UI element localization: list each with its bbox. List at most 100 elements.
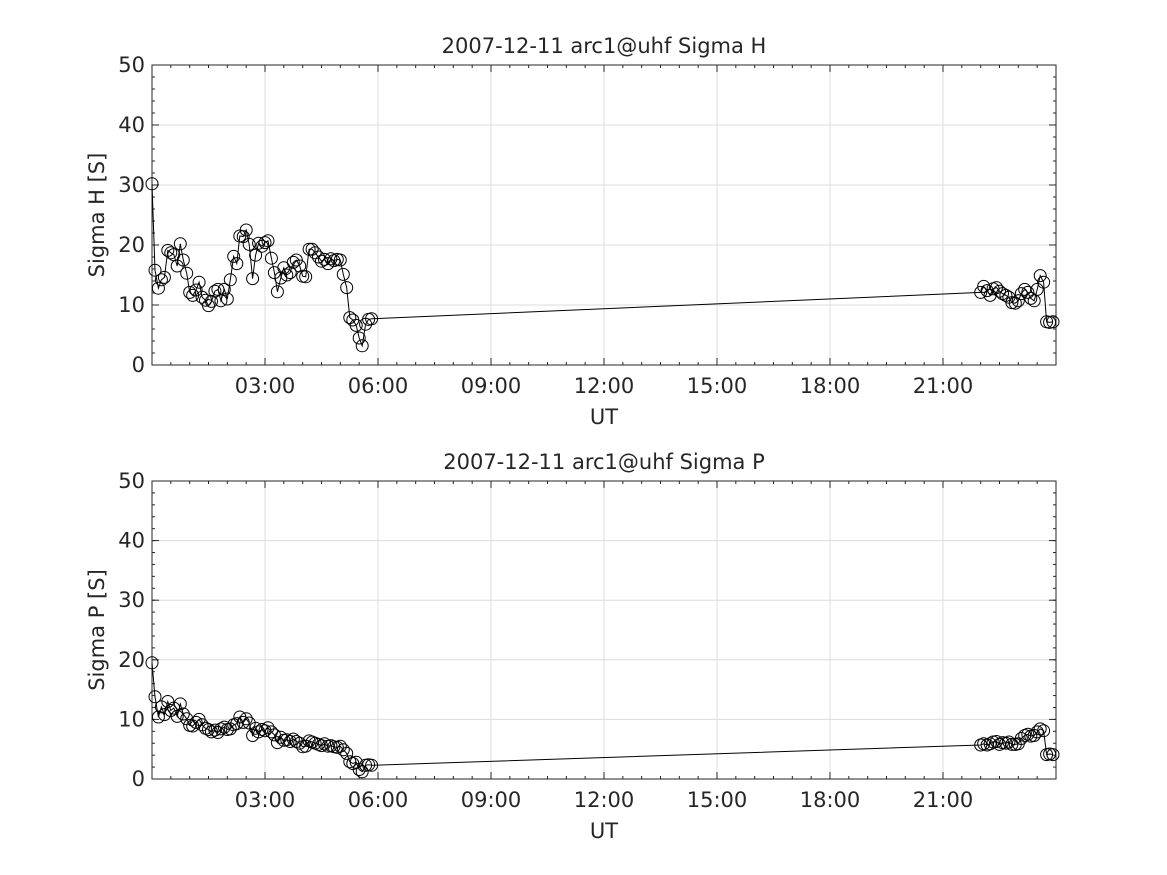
data-point	[312, 250, 325, 264]
data-point	[1014, 732, 1028, 745]
data-point	[336, 267, 350, 281]
data-point	[223, 273, 237, 287]
x-tick-label: 06:00	[348, 374, 409, 398]
x-tick-label: 18:00	[800, 374, 861, 398]
data-point	[1046, 748, 1060, 762]
data-point	[242, 237, 256, 251]
x-tick-label: 03:00	[235, 374, 296, 398]
data-point	[318, 737, 331, 751]
axes-frame	[151, 480, 1057, 780]
x-tick-label: 09:00	[461, 374, 522, 398]
data-point	[151, 710, 165, 724]
data-point	[343, 311, 357, 325]
axes-frame	[151, 64, 1057, 366]
data-point	[1021, 285, 1035, 299]
chart-title: 2007-12-11 arc1@uhf Sigma H	[442, 34, 767, 58]
data-point	[1037, 724, 1051, 738]
y-tick-label: 30	[118, 173, 145, 197]
data-point	[180, 266, 194, 280]
data-point	[996, 287, 1009, 301]
data-point	[355, 339, 369, 353]
data-point	[333, 253, 347, 267]
data-point	[195, 290, 209, 304]
data-point	[217, 282, 231, 296]
data-point	[176, 707, 190, 721]
data-point	[270, 285, 284, 299]
data-point	[340, 281, 354, 295]
data-point	[333, 739, 347, 753]
data-point	[1008, 296, 1022, 310]
data-point	[227, 249, 241, 263]
y-tick-label: 10	[118, 707, 145, 731]
data-point	[974, 285, 988, 299]
x-tick-label: 18:00	[800, 788, 861, 812]
data-point	[299, 270, 313, 284]
data-point	[977, 279, 991, 293]
data-point	[365, 758, 379, 772]
y-tick-label: 20	[118, 233, 145, 257]
y-axis-label: Sigma P [S]	[85, 569, 109, 691]
data-point	[1033, 722, 1047, 736]
data-point	[183, 285, 197, 299]
data-point	[1024, 291, 1038, 305]
x-tick-label: 12:00	[574, 374, 635, 398]
data-point	[283, 735, 297, 748]
y-axis-label: Sigma H [S]	[85, 153, 109, 278]
data-point	[305, 242, 319, 256]
data-point	[280, 733, 294, 747]
data-point	[217, 720, 231, 734]
y-tick-label: 20	[118, 648, 145, 672]
sigma-h-chart: 03:00 06:00 09:00 12:00 15:00 18:00 21:00 0 10 20…	[85, 34, 1060, 429]
y-tick-label: 40	[118, 529, 145, 553]
data-point	[1030, 725, 1044, 739]
data-point	[261, 721, 275, 735]
y-tick-label: 40	[118, 113, 145, 137]
data-point	[252, 725, 266, 739]
data-point	[173, 697, 187, 711]
data-point	[1005, 737, 1019, 751]
data-point	[170, 709, 184, 723]
x-tick-label: 09:00	[461, 788, 522, 812]
data-point	[283, 266, 297, 280]
data-point	[264, 251, 278, 265]
data-point	[1030, 282, 1044, 296]
data-point	[286, 255, 300, 269]
data-point	[205, 294, 218, 308]
chart-title: 2007-12-11 arc1@uhf Sigma P	[443, 450, 765, 474]
data-point	[1002, 735, 1016, 749]
data-point	[230, 257, 244, 271]
data-point	[220, 292, 234, 306]
data-point	[202, 299, 215, 313]
data-point	[223, 722, 237, 736]
data-point	[261, 234, 275, 248]
y-tick-label: 10	[118, 293, 145, 317]
data-point	[258, 724, 272, 738]
data-point	[239, 712, 253, 726]
data-point	[983, 288, 997, 302]
x-tick-label: 15:00	[687, 374, 748, 398]
data-point	[246, 272, 260, 286]
data-point	[286, 732, 300, 746]
data-point	[336, 743, 350, 757]
data-point	[343, 755, 357, 769]
data-point	[324, 252, 338, 266]
data-point	[214, 722, 228, 736]
data-point	[365, 312, 379, 326]
data-point	[293, 259, 307, 273]
data-point	[249, 248, 263, 262]
data-point	[176, 253, 190, 267]
data-point	[274, 730, 288, 744]
x-tick-label: 03:00	[235, 788, 296, 812]
data-point	[173, 237, 187, 251]
data-point	[252, 236, 266, 250]
data-point	[1033, 269, 1047, 283]
data-point	[1021, 727, 1035, 741]
data-point	[349, 755, 363, 769]
x-tick-label: 12:00	[574, 788, 635, 812]
data-point	[148, 263, 162, 277]
data-point	[189, 715, 203, 729]
data-point	[1011, 294, 1025, 308]
data-point	[154, 273, 168, 287]
data-point	[164, 246, 178, 260]
y-tick-label: 50	[118, 53, 145, 77]
